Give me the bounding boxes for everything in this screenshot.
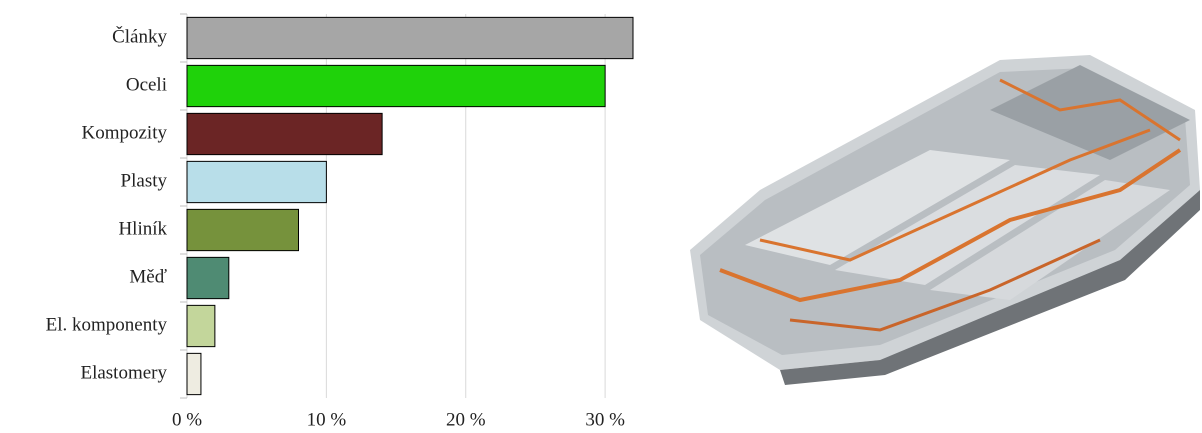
y-tick-label: Kompozity	[82, 122, 168, 143]
bar	[186, 208, 299, 252]
y-tick-label: Plasty	[121, 170, 168, 191]
bar	[186, 304, 216, 348]
bar	[186, 16, 634, 60]
bar	[186, 256, 230, 300]
x-tick-label: 20 %	[446, 409, 486, 430]
y-tick-label: Články	[112, 25, 167, 47]
x-tick-label: 10 %	[307, 409, 347, 430]
y-tick-label: Elastomery	[80, 362, 167, 383]
y-tick-label: Oceli	[126, 74, 167, 95]
bar	[186, 160, 327, 204]
y-tick-label: Hliník	[118, 218, 167, 239]
bar	[186, 112, 383, 156]
battery-illustration	[690, 55, 1200, 385]
y-tick-label: El. komponenty	[46, 314, 168, 335]
x-tick-label: 0 %	[172, 409, 202, 430]
x-tick-label: 30 %	[585, 409, 625, 430]
bar	[186, 64, 606, 108]
bar	[186, 352, 202, 396]
y-tick-label: Měď	[129, 266, 167, 287]
